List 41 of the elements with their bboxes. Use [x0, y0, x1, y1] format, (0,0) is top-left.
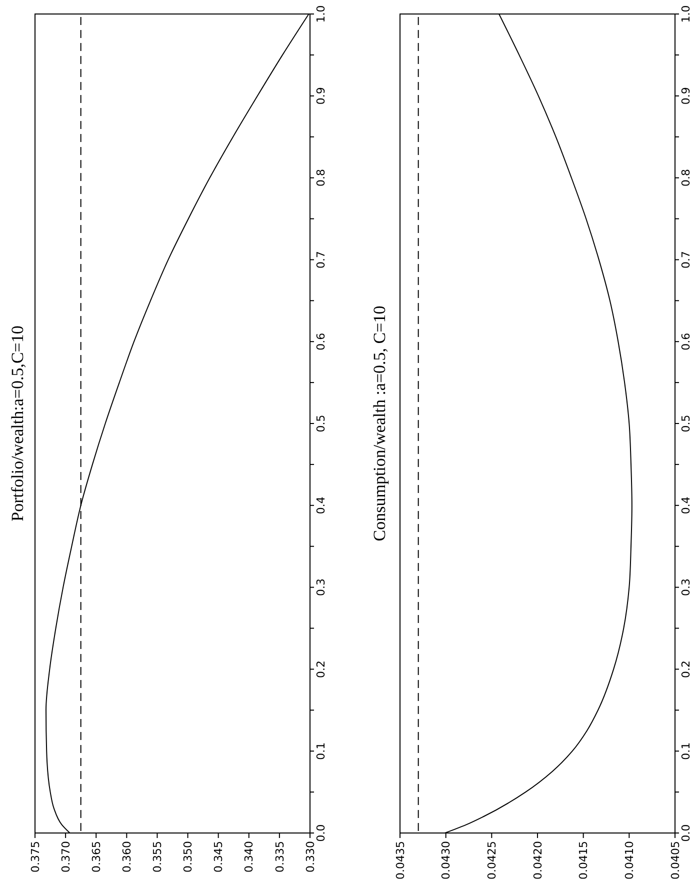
y-tick-label: 1.0 — [679, 5, 692, 23]
text: Consumption/wealth :a=0.5, C=10 — [370, 306, 389, 542]
y-tick-label: 0.8 — [314, 169, 328, 187]
x-tick-label: 0.0420 — [531, 841, 544, 880]
x-tick-label: 0.0430 — [440, 841, 453, 880]
y-tick-label: 0.0 — [314, 824, 328, 842]
y-tick-label: 0.5 — [314, 414, 328, 432]
x-tick-label: 0.0415 — [577, 841, 590, 880]
x-tick-label: 0.330 — [304, 841, 317, 872]
y-tick-label: 0.1 — [679, 742, 692, 760]
y-tick-label: 0.4 — [679, 496, 692, 514]
y-tick-label: 0.3 — [314, 578, 328, 596]
x-tick-label: 0.0405 — [668, 841, 682, 880]
x-tick-label: 0.375 — [28, 841, 42, 872]
text: Portfolio/wealth:a=0.5,C=10 — [8, 326, 27, 522]
y-tick-label: 0.5 — [679, 414, 692, 432]
y-tick-label: 0.2 — [679, 660, 692, 678]
y-tick-label: 0.4 — [314, 496, 328, 514]
x-tick-label: 0.0435 — [394, 841, 407, 880]
y-tick-label: 0.7 — [679, 250, 692, 268]
y-tick-label: 0.6 — [314, 332, 328, 350]
x-tick-label: 0.355 — [151, 841, 164, 872]
x-tick-label: 0.0425 — [486, 841, 499, 880]
y-tick-label: 0.8 — [679, 169, 692, 187]
y-tick-label: 0.3 — [679, 578, 692, 596]
x-tick-label: 0.335 — [273, 841, 286, 872]
y-tick-label: 1.0 — [314, 5, 328, 23]
y-tick-label: 0.9 — [314, 87, 328, 105]
x-tick-label: 0.0410 — [623, 841, 636, 880]
x-tick-label: 0.350 — [182, 841, 195, 872]
x-tick-label: 0.370 — [59, 841, 72, 872]
y-tick-label: 0.1 — [314, 742, 328, 760]
x-tick-label: 0.365 — [90, 841, 103, 872]
x-tick-label: 0.360 — [120, 841, 134, 872]
y-tick-label: 0.6 — [679, 332, 692, 350]
y-tick-label: 0.0 — [679, 824, 692, 842]
y-tick-label: 0.9 — [679, 87, 692, 105]
x-tick-label: 0.345 — [212, 841, 226, 872]
y-tick-label: 0.2 — [314, 660, 328, 678]
y-tick-label: 0.7 — [314, 250, 328, 268]
x-tick-label: 0.340 — [242, 841, 256, 872]
